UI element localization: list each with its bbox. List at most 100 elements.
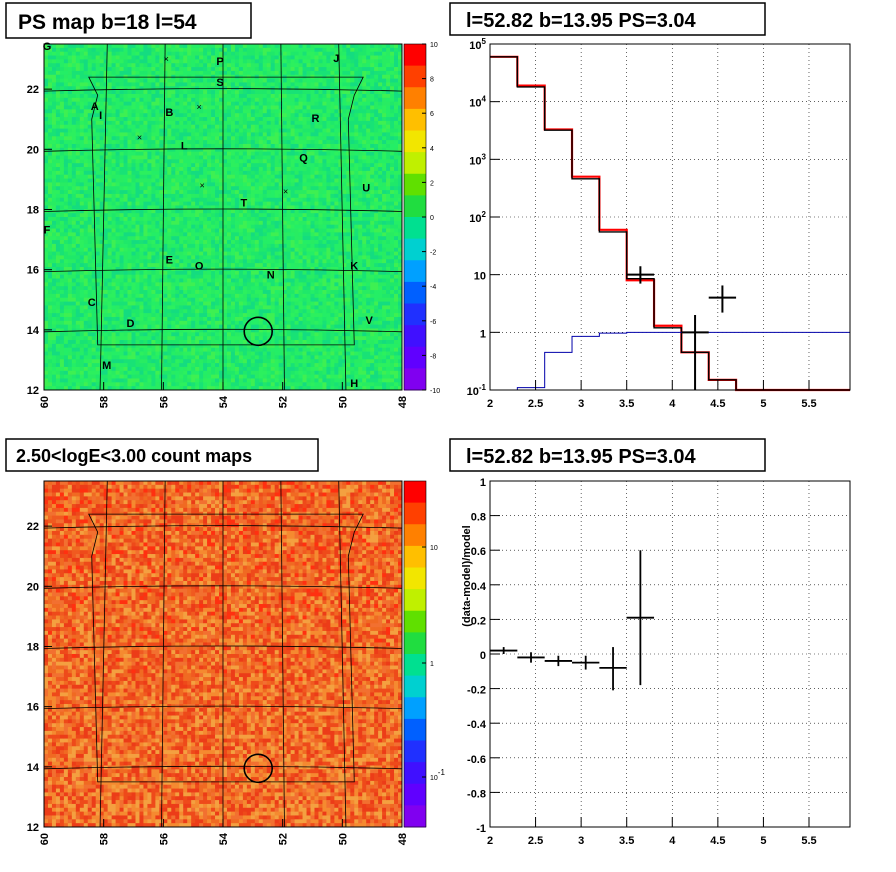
colorbar-band (404, 346, 426, 369)
source-label: S (216, 77, 223, 89)
colorbar-tick-label: 0 (430, 215, 434, 222)
colorbar: 10 1 10-1 (403, 480, 445, 828)
y-tick-label: 103 (469, 152, 486, 167)
x-tick-label: 48 (397, 833, 409, 845)
x-tick-label: 58 (99, 396, 111, 408)
source-label: A (91, 101, 99, 113)
source-label: N (267, 270, 275, 282)
y-tick-label: 0 (480, 650, 486, 662)
colorbar-band (404, 567, 426, 590)
colorbar-tick-label: -6 (430, 319, 436, 326)
colorbar-band (404, 783, 426, 806)
y-tick-label: -0.6 (467, 754, 486, 766)
spectrum-series-line (490, 331, 850, 391)
y-tick-label: 18 (27, 204, 39, 216)
colorbar-band (404, 697, 426, 720)
grid-parallel (43, 645, 403, 649)
count-map-panel: 60 58 56 54 52 50 48 12 14 16 18 20 22 10 1 10-1 (27, 480, 445, 845)
colorbar-band (404, 108, 426, 131)
colorbar-tick-label: 6 (430, 111, 434, 118)
candidate-circle (243, 753, 274, 784)
map-grid (43, 480, 403, 828)
x-tick-label: 58 (99, 833, 111, 845)
x-tick-label: 2 (487, 398, 493, 410)
source-label: L (181, 140, 188, 152)
residual-data-point (626, 550, 655, 686)
svg-text:2.50<logE<3.00 count maps: 2.50<logE<3.00 count maps (16, 446, 252, 466)
spectrum-panel: 2 2.5 3 3.5 4 4.5 5 5.5 10-1 1 10 102 103 104 105 (467, 37, 851, 410)
colorbar-band (404, 130, 426, 153)
source-cross: × (197, 102, 202, 112)
source-label: E (166, 255, 173, 267)
grid-parallel (43, 705, 403, 710)
spectrum-data-point (626, 266, 655, 284)
source-label: M (102, 360, 111, 372)
x-tick-label: 48 (397, 396, 409, 408)
spectrum-data-point (681, 314, 709, 390)
source-label: K (350, 261, 358, 273)
colorbar-tick-label: -4 (430, 284, 436, 291)
candidate-circle (243, 316, 274, 347)
residual-data-point (572, 655, 600, 670)
colorbar-band (404, 654, 426, 677)
colorbar-band (404, 281, 426, 304)
spectrum-data-point (708, 285, 737, 313)
colorbar-band (404, 195, 426, 218)
x-tick-label: 54 (218, 832, 230, 845)
colorbar-band (404, 368, 426, 391)
x-tick-label: 3.5 (619, 835, 634, 847)
colorbar-tick-label: 2 (430, 180, 434, 187)
colorbar-band (404, 632, 426, 655)
colorbar-band (404, 589, 426, 612)
source-cross: × (137, 132, 142, 142)
source-label: B (165, 107, 173, 119)
residual-data-point (517, 652, 545, 663)
colorbar-band (404, 303, 426, 326)
colorbar-tick-label: -10 (430, 388, 440, 395)
y-tick-label: 18 (27, 641, 39, 653)
x-tick-label: 2.5 (528, 398, 543, 410)
source-label: G (43, 41, 52, 53)
colorbar-band (404, 718, 426, 741)
source-label: T (241, 197, 248, 209)
colorbar-band (404, 524, 426, 547)
y-tick-label: -0.2 (467, 685, 486, 697)
x-tick-label: 3 (578, 835, 584, 847)
residual-panel: 2 2.5 3 3.5 4 4.5 5 5.5 1 0.8 0.6 0.4 0.2 0 -0.2 -0.4 -0… (461, 477, 851, 847)
colorbar-band (404, 502, 426, 525)
x-tick-label: 4 (669, 398, 676, 410)
roi-outline (88, 76, 364, 346)
colorbar-band (404, 173, 426, 196)
spectrum-series-line (490, 56, 850, 391)
y-tick-label: 16 (27, 265, 39, 277)
y-tick-label: 12 (27, 385, 39, 397)
x-tick-label: 56 (158, 396, 170, 408)
y-tick-label: 0.2 (471, 615, 486, 627)
x-tick-label: 3 (578, 398, 584, 410)
colorbar-tick-label: 1 (430, 661, 434, 668)
colorbar-tick-label: 8 (430, 77, 434, 84)
x-tick-label: 5.5 (801, 835, 816, 847)
y-tick-label: 10 (474, 271, 486, 283)
source-label: J (333, 53, 339, 65)
roi-outline (88, 513, 364, 783)
x-tick-label: 5 (760, 835, 766, 847)
grid-parallel (43, 268, 403, 273)
colorbar-band (404, 610, 426, 633)
x-tick-label: 4.5 (710, 398, 725, 410)
y-tick-label: 14 (27, 762, 40, 774)
colorbar-band (404, 762, 426, 785)
source-label: D (127, 318, 135, 330)
x-tick-label: 2.5 (528, 835, 543, 847)
colorbar-band (404, 217, 426, 240)
x-tick-label: 4.5 (710, 835, 725, 847)
source-label: V (366, 315, 374, 327)
source-cross: × (164, 54, 169, 64)
colorbar-band (404, 545, 426, 568)
x-tick-label: 50 (337, 833, 349, 845)
heatmap-cells (44, 481, 403, 828)
source-label: P (216, 56, 223, 68)
residual-grid (489, 480, 850, 828)
